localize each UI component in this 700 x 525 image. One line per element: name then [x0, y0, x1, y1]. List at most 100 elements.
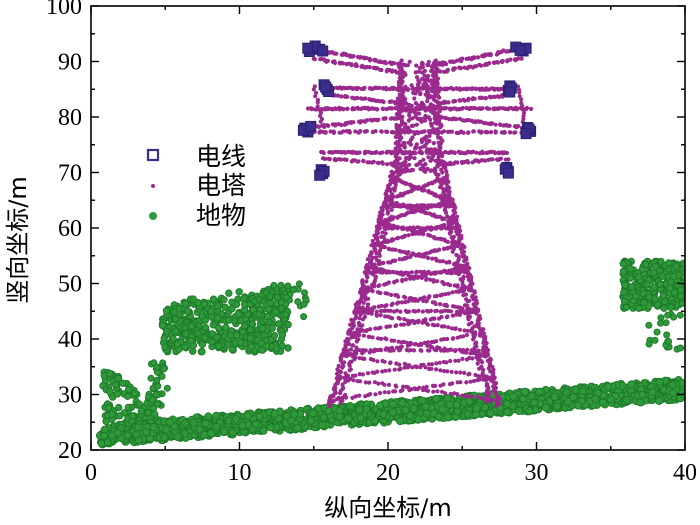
tower-point	[472, 324, 477, 329]
ground-point	[124, 386, 133, 394]
tower-point	[446, 218, 452, 223]
ground-point	[246, 334, 255, 343]
tower-point	[474, 340, 479, 345]
ground-point	[213, 314, 222, 322]
ground-point	[672, 262, 681, 270]
ground-point	[670, 289, 679, 297]
tower-point	[428, 102, 433, 107]
tower-point	[419, 348, 424, 353]
ground-point	[290, 286, 297, 294]
ground-point	[282, 311, 290, 319]
tower-point	[368, 357, 373, 362]
ground-point	[552, 402, 562, 411]
tower-point	[484, 381, 490, 386]
tower-point	[408, 142, 413, 147]
tower-point	[358, 120, 363, 125]
ground-point	[228, 345, 236, 353]
tower-point	[418, 118, 423, 123]
tower-point	[348, 367, 353, 372]
tower-point	[378, 313, 383, 318]
tower-point	[365, 118, 370, 123]
ground-point	[238, 421, 247, 430]
tower-point	[432, 316, 437, 321]
tower-point	[492, 376, 497, 381]
tower-point	[407, 296, 412, 301]
ground-point	[300, 300, 308, 308]
tower-point	[452, 266, 458, 271]
tower-point	[391, 348, 396, 353]
tower-point	[394, 361, 399, 366]
tower-point	[406, 233, 411, 238]
tower-point	[413, 364, 418, 369]
tower-point	[372, 263, 377, 268]
tower-point	[401, 384, 406, 389]
tower-point	[375, 336, 381, 341]
tower-point	[355, 95, 360, 100]
tower-point	[430, 300, 435, 305]
ground-point	[255, 311, 263, 318]
tower-point	[439, 389, 445, 394]
tower-point	[448, 107, 453, 112]
tower-point	[345, 373, 351, 378]
tower-point	[478, 352, 483, 357]
tower-point	[411, 348, 417, 353]
tower-point	[479, 396, 484, 401]
tower-point	[351, 54, 356, 59]
tower-point	[395, 236, 400, 241]
plot-area	[95, 40, 685, 449]
tower-point	[414, 75, 420, 80]
tower-point	[365, 371, 371, 376]
tower-point	[450, 381, 455, 386]
tower-point	[453, 219, 458, 224]
ground-point	[234, 310, 243, 318]
ground-point	[663, 331, 671, 339]
ground-point	[656, 280, 664, 288]
ground-point	[444, 413, 453, 422]
tower-point	[425, 340, 431, 345]
ground-point	[541, 403, 550, 412]
ground-point	[201, 323, 210, 332]
ground-point	[160, 433, 169, 442]
tower-point	[426, 59, 431, 65]
tower-point	[348, 330, 353, 335]
ground-point	[626, 265, 634, 273]
ground-point	[653, 328, 661, 336]
tower-point	[397, 156, 402, 161]
ground-point	[240, 300, 249, 308]
tower-point	[363, 380, 368, 385]
ground-point	[228, 428, 237, 437]
tower-point	[379, 234, 384, 239]
ground-point	[645, 340, 653, 348]
tower-point	[404, 165, 409, 170]
tower-point	[391, 215, 396, 220]
tower-point	[382, 390, 387, 395]
ground-point	[639, 289, 648, 298]
ground-point	[207, 307, 215, 315]
tower-point	[488, 356, 493, 361]
tower-point	[399, 64, 404, 69]
ground-point	[215, 342, 223, 350]
tower-point	[424, 276, 429, 281]
tower-point	[432, 170, 437, 175]
ground-point	[171, 315, 180, 323]
ground-point	[266, 423, 275, 432]
tower-point	[394, 122, 399, 128]
ground-point	[527, 391, 536, 400]
tower-point	[476, 55, 481, 60]
ground-point	[503, 408, 512, 417]
tower-point	[431, 235, 436, 240]
tower-point	[403, 277, 409, 282]
ground-point	[606, 395, 616, 404]
ground-point	[200, 300, 209, 308]
tower-point	[451, 99, 456, 104]
ground-point	[638, 390, 647, 399]
tower-point	[426, 188, 431, 194]
tower-point	[402, 294, 407, 299]
tower-point	[470, 97, 475, 102]
tower-point	[444, 196, 449, 201]
tower-point	[454, 252, 459, 258]
ground-point	[255, 295, 263, 303]
ground-point	[160, 334, 168, 343]
tower-point	[377, 226, 382, 231]
